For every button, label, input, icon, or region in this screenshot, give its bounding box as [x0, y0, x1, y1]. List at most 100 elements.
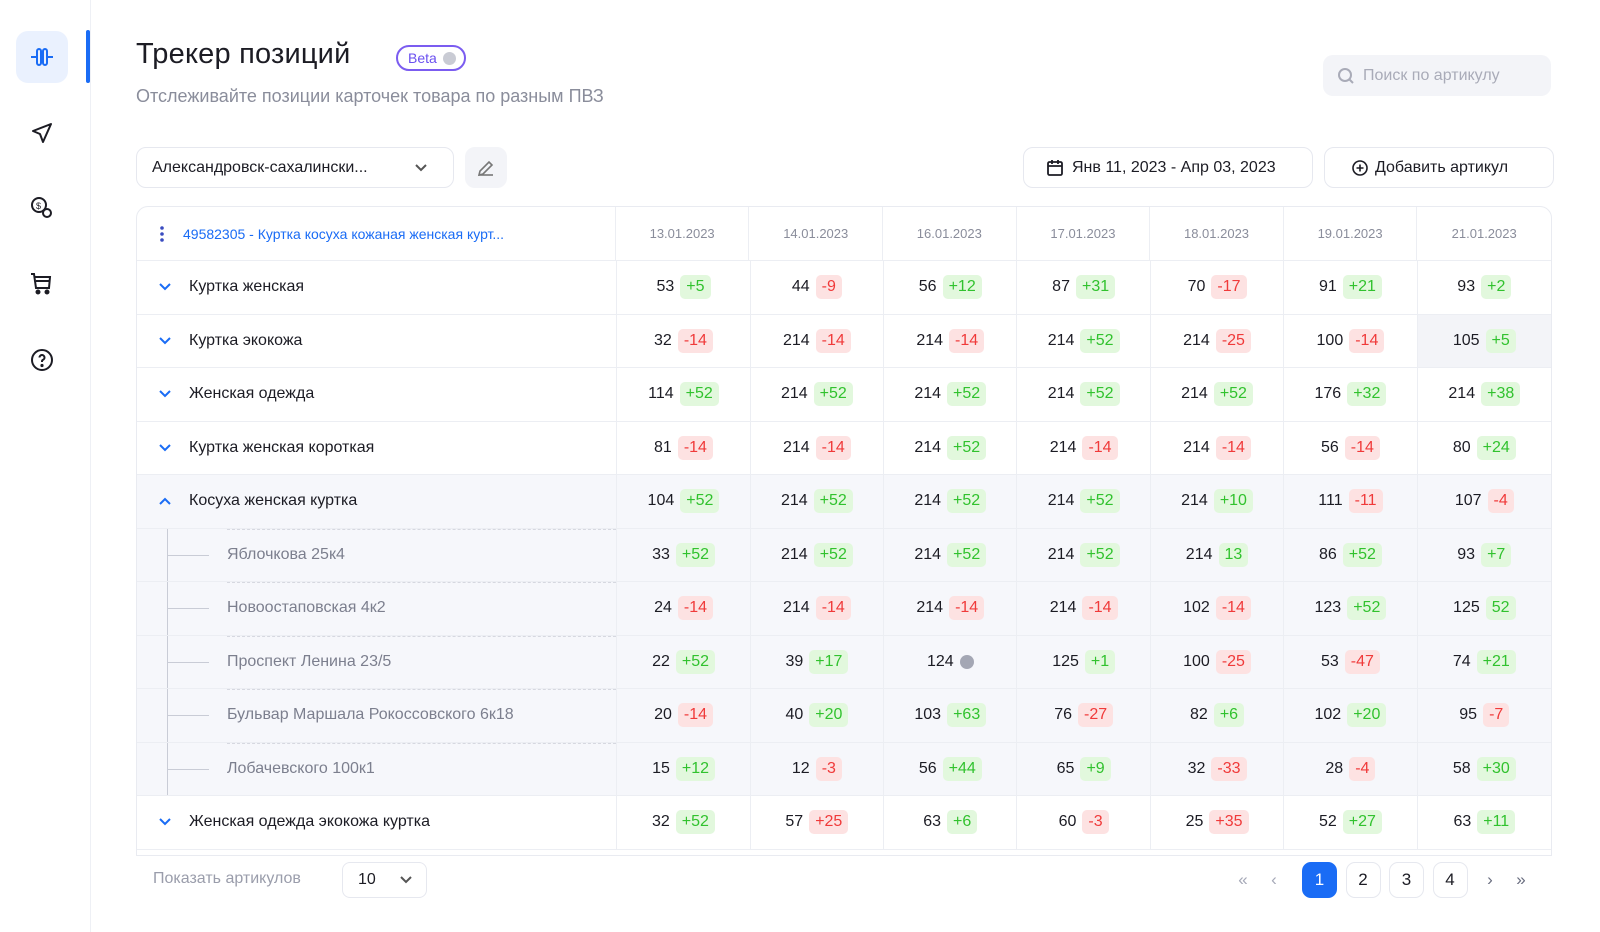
- page-button-3[interactable]: 3: [1389, 862, 1424, 898]
- page-button-4[interactable]: 4: [1432, 862, 1468, 898]
- position-cell: 214 +52: [751, 368, 885, 421]
- search-input[interactable]: [1363, 66, 1543, 85]
- position-value: 214: [1185, 545, 1213, 563]
- sidebar-item-tracker[interactable]: [16, 31, 68, 83]
- date-range-button[interactable]: Янв 11, 2023 - Апр 03, 2023: [1023, 147, 1313, 188]
- first-page-button[interactable]: «: [1238, 870, 1248, 889]
- position-cell: 93 +7: [1418, 529, 1551, 582]
- position-cell: 214 +52: [751, 475, 885, 528]
- date-header: 19.01.2023: [1284, 207, 1418, 260]
- position-value: 22: [652, 652, 670, 670]
- change-badge: +38: [1481, 382, 1521, 407]
- more-vertical-icon[interactable]: [159, 225, 165, 243]
- next-page-button[interactable]: ›: [1487, 870, 1493, 889]
- table-row: Новоостаповская 4к2 24 -14 214 -14 214 -14 214-…: [137, 582, 1551, 636]
- sidebar-item-help[interactable]: [16, 334, 68, 386]
- position-value: 81: [654, 438, 672, 456]
- position-cell: 56 +44: [884, 742, 1018, 795]
- position-value: 214: [1047, 331, 1075, 349]
- table-row: Женская одежда экокожа куртка 32 +52 57 +25 6…: [137, 796, 1551, 850]
- sidebar-item-cart[interactable]: [16, 257, 68, 309]
- position-value: 32: [654, 331, 672, 349]
- page-button-2[interactable]: 2: [1345, 862, 1381, 898]
- change-badge: +52: [1080, 382, 1120, 407]
- change-badge: +6: [1213, 703, 1245, 728]
- position-cell: 22 +52: [617, 635, 751, 688]
- position-cell: 111 -11: [1284, 475, 1418, 528]
- product-link[interactable]: 49582305 - Куртка косуха кожаная женская…: [183, 225, 505, 242]
- change-badge: -3: [815, 756, 842, 781]
- change-badge: +52: [947, 382, 987, 407]
- prev-page-button[interactable]: ‹: [1271, 870, 1277, 889]
- row-label-cell: Куртка экокожа: [137, 314, 618, 367]
- change-badge: -4: [1349, 756, 1376, 781]
- change-badge: +52: [680, 489, 720, 514]
- position-value: 123: [1314, 599, 1342, 617]
- change-badge: 13: [1218, 542, 1249, 567]
- chevron-down-icon[interactable]: [159, 332, 171, 350]
- position-cell: 214 +52: [884, 475, 1018, 528]
- info-icon[interactable]: [442, 51, 456, 65]
- position-value: 103: [914, 706, 942, 724]
- position-value: 63: [1453, 813, 1472, 831]
- position-value: 20: [654, 706, 672, 724]
- position-value: 25: [1185, 813, 1204, 831]
- position-cell: 57 +25: [751, 796, 885, 849]
- row-label-cell: Яблочкова 25к4: [137, 528, 618, 581]
- row-label-cell: Проспект Ленина 23/5: [137, 635, 618, 688]
- change-badge: +52: [675, 542, 716, 567]
- position-cell: 125 52: [1418, 582, 1551, 635]
- position-cell: 214 +52: [884, 528, 1018, 581]
- position-cell: 87 +31: [1017, 261, 1151, 314]
- per-page-select[interactable]: 10: [342, 862, 427, 898]
- tree-branch: [167, 715, 209, 717]
- position-cell: 80 +24: [1418, 422, 1551, 475]
- position-cell: 214 -14: [751, 314, 885, 367]
- position-cell: 114 +52: [617, 368, 751, 421]
- position-value: 102: [1183, 599, 1210, 617]
- page-button-1[interactable]: 1: [1302, 862, 1337, 898]
- position-cell: 25 +35: [1151, 796, 1285, 849]
- row-divider: [227, 635, 617, 637]
- sidebar-item-finance[interactable]: $: [16, 182, 68, 234]
- position-value: 214: [1049, 599, 1077, 617]
- position-cell: 40 +20: [751, 689, 885, 742]
- chevron-down-icon[interactable]: [159, 439, 171, 457]
- sidebar: $: [0, 0, 91, 932]
- info-icon[interactable]: [959, 654, 974, 669]
- edit-button[interactable]: [465, 147, 507, 188]
- position-value: 124: [926, 652, 954, 670]
- change-badge: +52: [675, 649, 716, 674]
- position-value: 214: [781, 545, 808, 563]
- change-badge: -25: [1215, 328, 1251, 353]
- position-cell: 32 +52: [617, 796, 751, 849]
- sidebar-item-send[interactable]: [16, 107, 68, 159]
- position-cell: 65 +9: [1017, 742, 1151, 795]
- chevron-down-icon[interactable]: [159, 385, 171, 403]
- date-header: 13.01.2023: [616, 207, 750, 260]
- last-page-button[interactable]: »: [1516, 870, 1526, 889]
- svg-text:$: $: [36, 201, 41, 211]
- position-cell: 214 +38: [1418, 368, 1551, 421]
- position-value: 214: [1183, 438, 1210, 456]
- row-label: Бульвар Маршала Рокоссовского 6к18: [227, 706, 514, 724]
- change-badge: -14: [1344, 435, 1380, 460]
- position-value: 24: [654, 599, 672, 617]
- change-badge: -33: [1211, 756, 1247, 781]
- change-badge: +27: [1342, 810, 1382, 835]
- beta-label: Beta: [408, 50, 437, 66]
- location-select[interactable]: Александровск-сахалински...: [136, 147, 454, 188]
- pencil-icon: [477, 160, 494, 176]
- chevron-down-icon[interactable]: [159, 278, 171, 296]
- position-value: 56: [1320, 438, 1339, 456]
- position-value: 65: [1056, 759, 1075, 777]
- change-badge: 52: [1485, 596, 1516, 621]
- change-badge: -14: [1215, 435, 1251, 460]
- chevron-up-icon[interactable]: [159, 492, 171, 510]
- position-cell: 93 +2: [1418, 261, 1551, 314]
- chevron-down-icon[interactable]: [159, 813, 171, 831]
- add-article-button[interactable]: Добавить артикул: [1324, 147, 1554, 188]
- change-badge: +52: [813, 382, 853, 407]
- position-value: 111: [1318, 492, 1343, 510]
- position-cell: 214 -14: [884, 314, 1018, 367]
